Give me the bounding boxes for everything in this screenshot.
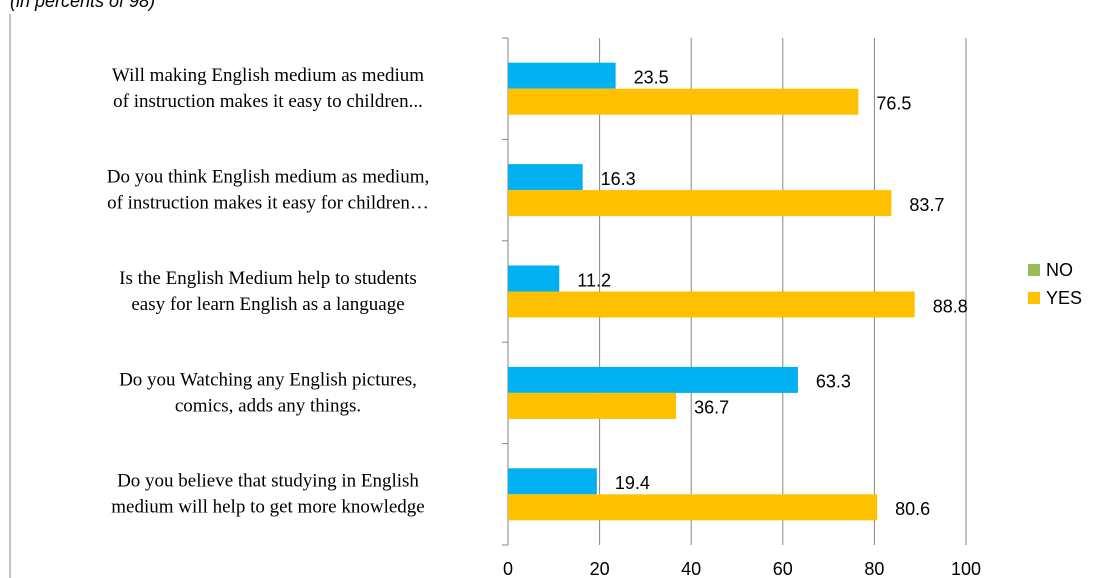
x-tick-label: 40 [681,559,701,578]
legend-label: YES [1046,288,1082,308]
x-tick-label: 60 [773,559,793,578]
data-label: 83.7 [909,195,944,215]
chart-subtitle: (in percents of 98) [10,0,155,11]
bar [508,392,677,419]
data-label: 88.8 [933,296,968,316]
data-label: 11.2 [577,270,611,290]
bar [508,494,878,521]
x-tick-label: 100 [951,559,981,578]
data-label: 19.4 [615,473,650,493]
bar [508,164,583,191]
data-label: 36.7 [694,398,729,418]
data-label: 63.3 [816,372,851,392]
category-label: of instruction makes it easy for childre… [107,192,429,213]
legend-swatch [1028,292,1040,304]
bar [508,62,616,89]
category-label: Is the English Medium help to students [119,268,417,289]
category-label: comics, adds any things. [175,395,361,416]
category-label: medium will help to get more knowledge [111,497,424,518]
data-label: 76.5 [876,93,911,113]
legend-label: NO [1046,260,1073,280]
bar [508,88,859,115]
category-label: Will making English medium as medium [112,65,424,86]
x-tick-label: 80 [864,559,884,578]
category-label: easy for learn English as a language [131,294,404,315]
data-label: 16.3 [601,169,636,189]
data-label: 80.6 [895,499,930,519]
x-tick-label: 20 [590,559,610,578]
data-label: 23.5 [634,67,669,87]
x-tick-label: 0 [503,559,513,578]
bar [508,468,597,495]
bar [508,190,892,217]
category-label: Do you Watching any English pictures, [119,369,417,390]
category-label: of instruction makes it easy to children… [113,91,423,112]
category-label: Do you believe that studying in English [117,471,419,492]
bar [508,291,915,318]
legend-swatch [1028,264,1040,276]
bar [508,265,560,292]
bar [508,366,798,393]
category-label: Do you think English medium as medium, [107,166,429,187]
